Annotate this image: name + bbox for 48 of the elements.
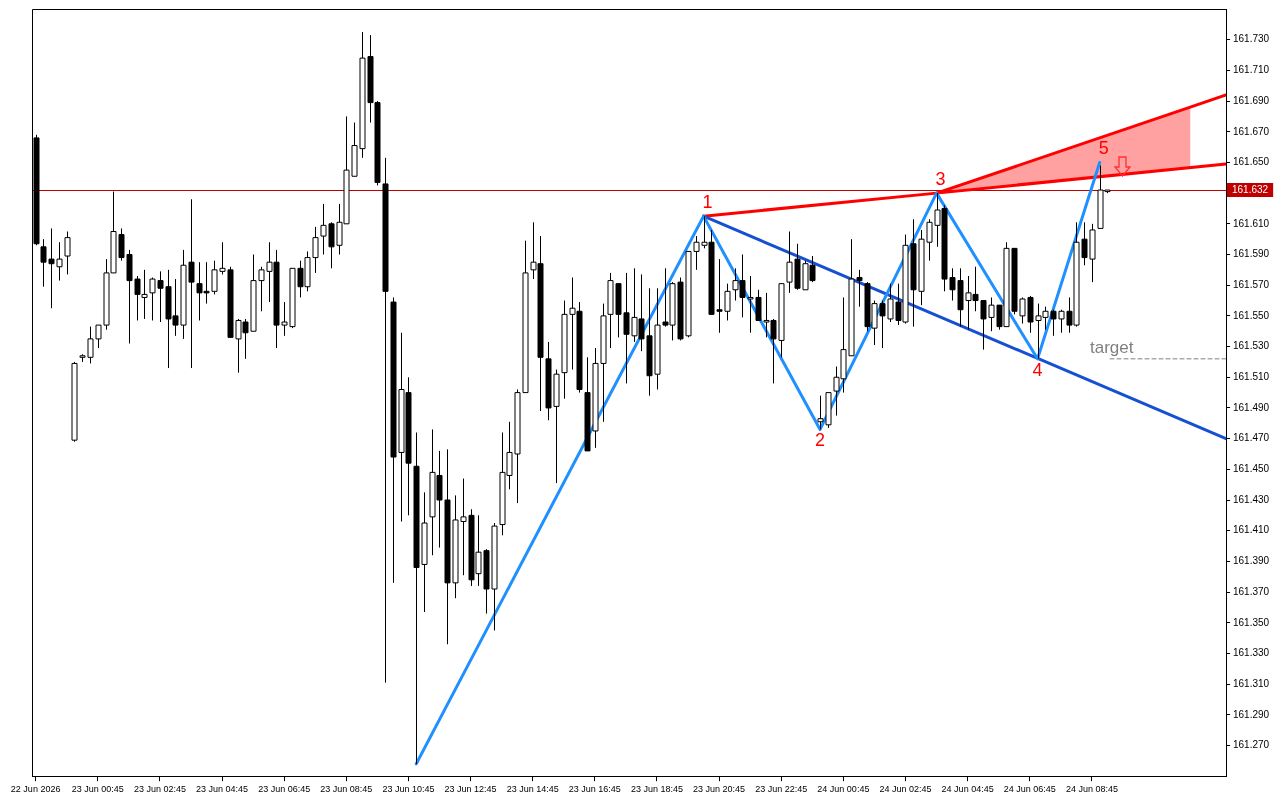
y-tick-label: 161.510 <box>1233 371 1270 383</box>
y-tick-label: 161.690 <box>1233 94 1270 106</box>
y-tick-label: 161.490 <box>1233 401 1270 413</box>
y-tick-label: 161.710 <box>1233 64 1270 76</box>
y-tick-label: 161.370 <box>1233 585 1270 597</box>
annotation: 5 <box>1098 138 1109 159</box>
x-tick-label: 23 Jun 08:45 <box>320 784 373 795</box>
x-tick-label: 23 Jun 22:45 <box>755 784 808 795</box>
x-tick-label: 23 Jun 02:45 <box>133 784 186 795</box>
ref-line-label: 161.632 <box>1232 183 1269 195</box>
annotation: 2 <box>815 430 826 451</box>
x-tick-label: 23 Jun 18:45 <box>630 784 683 795</box>
x-tick-label: 23 Jun 04:45 <box>196 784 249 795</box>
y-tick-label: 161.730 <box>1233 33 1270 45</box>
y-tick-label: 161.450 <box>1233 463 1270 475</box>
y-tick-label: 161.390 <box>1233 555 1270 567</box>
series-label: target <box>1090 338 1134 358</box>
y-tick-label: 161.410 <box>1233 524 1270 536</box>
y-tick-label: 161.610 <box>1233 217 1270 229</box>
x-tick-label: 24 Jun 04:45 <box>941 784 994 795</box>
y-tick-label: 161.670 <box>1233 125 1270 137</box>
annotation: 1 <box>702 192 713 213</box>
x-tick-label: 23 Jun 10:45 <box>382 784 435 795</box>
y-tick-label: 161.270 <box>1233 739 1270 751</box>
x-tick-label: 23 Jun 00:45 <box>71 784 124 795</box>
y-tick-label: 161.310 <box>1233 677 1270 689</box>
x-tick-label: 24 Jun 06:45 <box>1003 784 1056 795</box>
y-tick-label: 161.590 <box>1233 248 1270 260</box>
y-tick-label: 161.470 <box>1233 432 1270 444</box>
annotation: 3 <box>935 169 946 190</box>
x-tick-label: 23 Jun 12:45 <box>444 784 497 795</box>
x-tick-label: 23 Jun 14:45 <box>506 784 559 795</box>
x-tick-label: 24 Jun 02:45 <box>879 784 932 795</box>
y-tick-label: 161.530 <box>1233 340 1270 352</box>
x-tick-label: 23 Jun 06:45 <box>258 784 311 795</box>
y-tick-label: 161.350 <box>1233 616 1270 628</box>
x-tick-label: 22 Jun 2026 <box>10 784 61 795</box>
x-tick-label: 23 Jun 16:45 <box>568 784 621 795</box>
x-tick-label: 24 Jun 00:45 <box>817 784 870 795</box>
y-tick-label: 161.430 <box>1233 493 1270 505</box>
y-tick-label: 161.650 <box>1233 156 1270 168</box>
y-tick-label: 161.330 <box>1233 647 1270 659</box>
y-tick-label: 161.550 <box>1233 309 1270 321</box>
x-tick-label: 23 Jun 20:45 <box>693 784 746 795</box>
x-tick-label: 24 Jun 08:45 <box>1065 784 1118 795</box>
y-tick-label: 161.570 <box>1233 278 1270 290</box>
annotation: 4 <box>1032 359 1043 380</box>
y-tick-label: 161.290 <box>1233 708 1270 720</box>
